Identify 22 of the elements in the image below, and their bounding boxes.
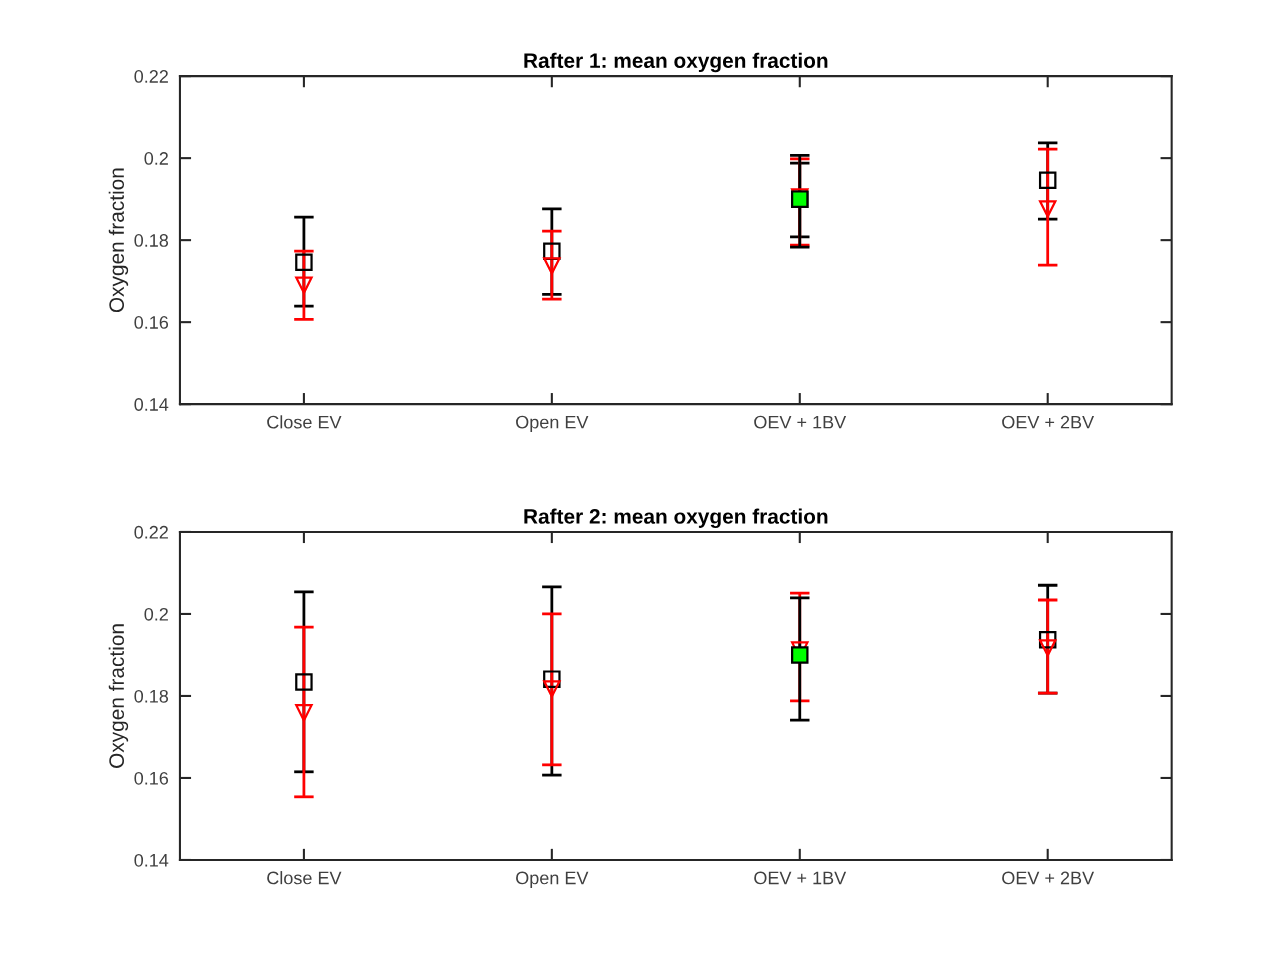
y-tick-label: 0.16 [134, 771, 169, 785]
y-tick-label: 0.18 [134, 234, 169, 247]
y-axis-title: Oxygen fraction [108, 624, 129, 768]
y-tick-label: 0.16 [134, 316, 169, 329]
y-tick-label: 0.2 [144, 607, 168, 621]
y-tick-label: 0.18 [134, 689, 169, 703]
x-tick-label: Close EV [267, 415, 342, 429]
chart-title: Rafter 1: mean oxygen fraction [524, 52, 828, 73]
x-tick-label: Close EV [267, 871, 342, 885]
y-axis-title: Oxygen fraction [108, 168, 129, 313]
y-tick-label: 0.2 [144, 152, 168, 165]
x-tick-label: Open EV [516, 415, 589, 433]
chart-title: Rafter 2: mean oxygen fraction [524, 508, 828, 529]
y-tick-label: 0.14 [134, 853, 169, 867]
x-tick-label: OEV + 1BV [754, 415, 847, 429]
x-tick-label: Open EV [516, 871, 589, 888]
x-tick-label: OEV + 1BV [754, 871, 847, 885]
x-tick-label: OEV + 2BV [1002, 415, 1095, 429]
x-tick-label: OEV + 2BV [1002, 871, 1095, 885]
y-tick-label: 0.14 [134, 398, 169, 411]
y-tick-label: 0.22 [134, 525, 168, 539]
y-tick-label: 0.22 [134, 70, 168, 83]
